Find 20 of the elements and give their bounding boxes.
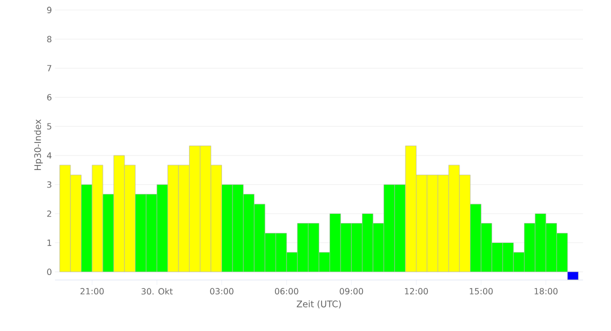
x-tick-label: 06:00 <box>274 288 298 294</box>
y-tick-label: 8 <box>47 36 52 42</box>
x-tick-label: 03:00 <box>210 288 234 294</box>
y-tick-label: 3 <box>47 181 52 188</box>
x-tick-label: 21:00 <box>80 288 104 294</box>
x-tick-label: 15:00 <box>470 288 493 294</box>
y-tick-label: 0 <box>47 268 52 276</box>
y-tick-label: 1 <box>48 240 52 246</box>
y-tick-label: 4 <box>46 152 52 159</box>
y-tick-label: 5 <box>47 123 52 130</box>
x-axis-title: Zeit (UTC) <box>296 300 341 308</box>
x-tick-label: 30. Okt <box>142 288 173 295</box>
y-tick-label: 2 <box>47 210 52 217</box>
y-tick-label: 9 <box>47 6 52 14</box>
y-tick-label: 6 <box>47 94 52 100</box>
y-tick-label: 7 <box>47 65 52 72</box>
x-tick-label: 12:00 <box>404 288 428 294</box>
y-axis-title: Hp30-Index <box>34 119 43 170</box>
x-tick-label: 09:00 <box>340 288 364 294</box>
x-tick-label: 18:00 <box>534 288 558 294</box>
